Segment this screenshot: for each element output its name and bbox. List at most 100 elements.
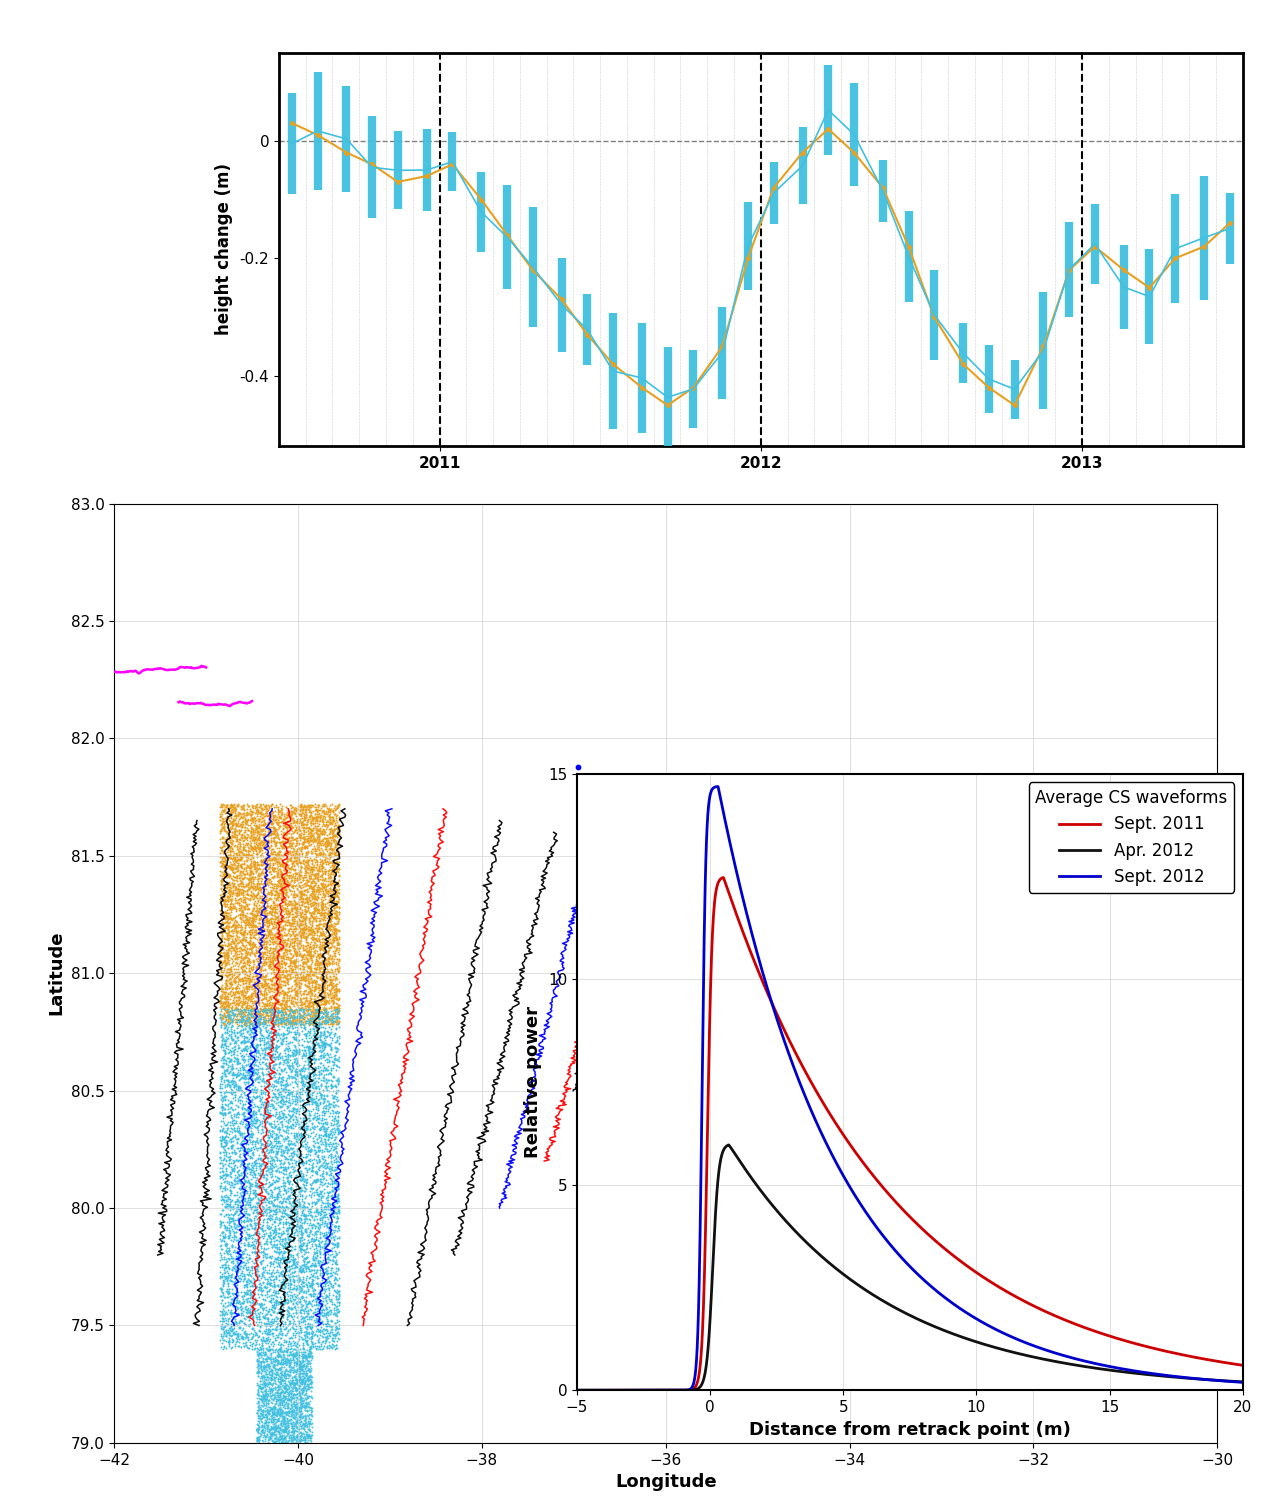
- Point: [290, 1279, 311, 1303]
- Point: [247, 968, 268, 992]
- Point: [328, 864, 349, 888]
- Point: [250, 831, 270, 855]
- Point: [294, 942, 314, 966]
- Point: [228, 915, 249, 939]
- Point: [275, 1273, 295, 1297]
- Point: [257, 1282, 278, 1306]
- Point: [295, 1380, 316, 1404]
- Point: [250, 822, 270, 846]
- Point: [256, 1387, 276, 1411]
- Point: [213, 1282, 233, 1306]
- Point: [301, 1258, 321, 1282]
- Point: [262, 1431, 283, 1455]
- Point: [212, 902, 232, 926]
- Point: [292, 1057, 312, 1081]
- Point: [269, 962, 289, 986]
- Point: [242, 1109, 262, 1133]
- Point: [295, 1347, 316, 1371]
- Point: [210, 1315, 231, 1339]
- Point: [301, 1368, 321, 1392]
- Point: [276, 905, 297, 929]
- Point: [242, 1267, 262, 1291]
- Point: [306, 1180, 326, 1204]
- Point: [218, 1326, 238, 1350]
- Point: [269, 1216, 289, 1240]
- Point: [281, 1384, 302, 1408]
- Point: [317, 906, 337, 930]
- Point: [259, 1135, 279, 1159]
- Point: [222, 1208, 242, 1232]
- Point: [233, 879, 254, 903]
- Point: [252, 831, 273, 855]
- Point: [231, 948, 251, 972]
- Point: [285, 950, 306, 974]
- Point: [219, 1075, 240, 1099]
- Point: [309, 1147, 330, 1171]
- Point: [259, 1037, 279, 1061]
- Point: [293, 1369, 313, 1393]
- Point: [233, 966, 254, 990]
- Point: [322, 1309, 342, 1333]
- Point: [251, 972, 271, 996]
- Point: [245, 1132, 265, 1156]
- Point: [285, 918, 306, 942]
- Point: [273, 1393, 293, 1417]
- Point: [213, 849, 233, 873]
- Point: [274, 897, 294, 921]
- Point: [224, 1073, 245, 1097]
- Point: [292, 803, 312, 827]
- Point: [252, 872, 273, 896]
- Point: [284, 926, 304, 950]
- Point: [308, 831, 328, 855]
- Point: [307, 933, 327, 957]
- Point: [275, 1386, 295, 1410]
- Point: [254, 876, 274, 900]
- Point: [323, 1084, 344, 1108]
- Point: [246, 1250, 266, 1275]
- Point: [219, 1318, 240, 1342]
- Point: [274, 1022, 294, 1046]
- Point: [294, 1288, 314, 1312]
- Point: [328, 1105, 349, 1129]
- Point: [278, 1336, 298, 1360]
- Point: [269, 980, 289, 1004]
- Point: [280, 836, 301, 860]
- Point: [241, 870, 261, 894]
- Point: [221, 1264, 241, 1288]
- Point: [250, 1369, 270, 1393]
- Point: [241, 882, 261, 906]
- Point: [247, 1417, 268, 1441]
- Point: [238, 1010, 259, 1034]
- Point: [266, 1187, 287, 1211]
- Point: [212, 867, 232, 891]
- Point: [292, 1275, 312, 1299]
- Point: [233, 920, 254, 944]
- Point: [322, 1192, 342, 1216]
- Point: [237, 1181, 257, 1205]
- Point: [251, 1377, 271, 1401]
- Point: [281, 1428, 302, 1452]
- Point: [245, 1217, 265, 1241]
- Point: [249, 1305, 269, 1329]
- Point: [237, 822, 257, 846]
- Point: [264, 1219, 284, 1243]
- Point: [235, 1159, 255, 1183]
- Point: [283, 1247, 303, 1272]
- Point: [306, 878, 326, 902]
- Point: [240, 941, 260, 965]
- Point: [288, 1214, 308, 1238]
- Point: [287, 1063, 307, 1087]
- Point: [257, 1100, 278, 1124]
- Point: [278, 1082, 298, 1106]
- Point: [256, 1302, 276, 1326]
- Point: [299, 1055, 320, 1079]
- Point: [270, 1399, 290, 1423]
- Point: [226, 1311, 246, 1335]
- Point: [295, 972, 316, 996]
- Point: [283, 1386, 303, 1410]
- Point: [276, 923, 297, 947]
- Point: [284, 1124, 304, 1148]
- Point: [245, 1181, 265, 1205]
- Point: [255, 1284, 275, 1308]
- Point: [268, 842, 288, 866]
